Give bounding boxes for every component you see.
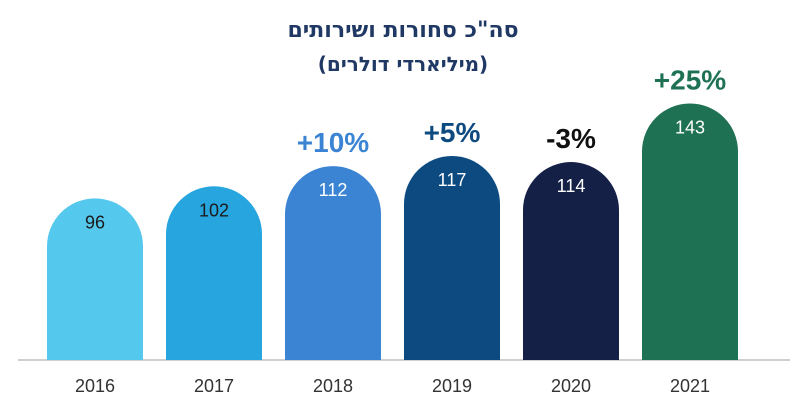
- x-tick-label: 2017: [194, 376, 234, 396]
- bar-value-label: 114: [557, 176, 586, 196]
- bar-value-label: 143: [675, 117, 705, 137]
- bar-2017: [166, 186, 262, 360]
- x-tick-label: 2021: [670, 376, 710, 396]
- x-tick-label: 2016: [75, 376, 115, 396]
- x-tick-label: 2018: [313, 376, 353, 396]
- bar-2018: [285, 166, 381, 360]
- bar-value-label: 102: [199, 200, 229, 220]
- bar-value-label: 112: [319, 180, 348, 200]
- growth-label: -3%: [546, 123, 596, 154]
- chart-title: סה"כ סחורות ושירותים: [287, 18, 519, 43]
- bar-2016: [47, 198, 143, 360]
- chart-subtitle: (מיליארדי דולרים): [317, 52, 489, 76]
- x-tick-label: 2020: [551, 376, 591, 396]
- growth-label: +25%: [654, 64, 726, 95]
- bar-value-label: 117: [438, 170, 467, 190]
- growth-label: +10%: [297, 127, 369, 158]
- bar-2021: [642, 103, 738, 360]
- bar-value-label: 96: [85, 212, 105, 232]
- growth-label: +5%: [424, 117, 481, 148]
- bar-2020: [523, 162, 619, 360]
- x-tick-label: 2019: [432, 376, 472, 396]
- bar-2019: [404, 155, 500, 360]
